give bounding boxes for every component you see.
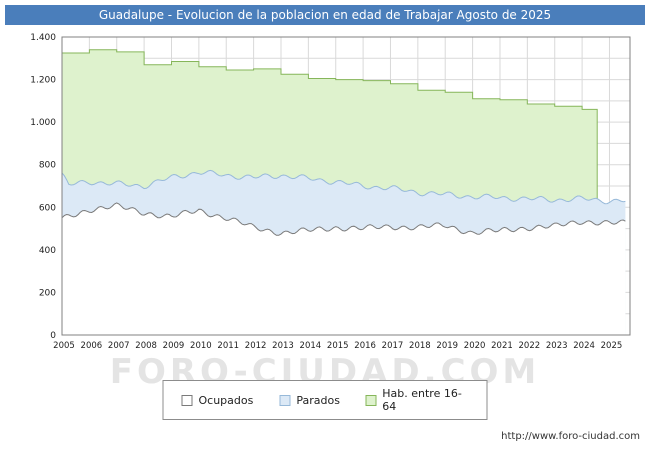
svg-text:400: 400 — [39, 246, 56, 256]
svg-text:2011: 2011 — [217, 341, 239, 351]
svg-text:2007: 2007 — [108, 341, 130, 351]
svg-text:2016: 2016 — [354, 341, 376, 351]
svg-text:2012: 2012 — [245, 341, 267, 351]
legend-item-ocupados: Ocupados — [181, 393, 254, 407]
svg-text:2005: 2005 — [53, 341, 75, 351]
svg-text:2022: 2022 — [519, 341, 541, 351]
svg-text:2017: 2017 — [382, 341, 404, 351]
chart-legend: Ocupados Parados Hab. entre 16-64 — [162, 380, 488, 420]
svg-text:2018: 2018 — [409, 341, 431, 351]
svg-text:2021: 2021 — [491, 341, 513, 351]
svg-text:2020: 2020 — [464, 341, 486, 351]
legend-label-ocupados: Ocupados — [198, 393, 254, 407]
svg-text:2013: 2013 — [272, 341, 294, 351]
population-area-chart: 0 200 400 600 800 1.000 1.200 1.400 2005 2006 2007… — [30, 33, 631, 351]
legend-label-parados: Parados — [296, 393, 340, 407]
svg-text:2010: 2010 — [190, 341, 212, 351]
svg-text:2006: 2006 — [81, 341, 103, 351]
svg-text:800: 800 — [39, 161, 56, 171]
svg-text:1.400: 1.400 — [30, 33, 56, 43]
svg-text:1.000: 1.000 — [30, 118, 56, 128]
legend-item-hab: Hab. entre 16-64 — [365, 387, 469, 413]
chart-title-bar: Guadalupe - Evolucion de la poblacion en… — [5, 5, 645, 25]
svg-text:2014: 2014 — [300, 341, 322, 351]
svg-text:1.200: 1.200 — [30, 76, 56, 86]
legend-item-parados: Parados — [279, 394, 340, 407]
ocupados-swatch-icon — [181, 394, 193, 406]
footer-url-link[interactable]: http://www.foro-ciudad.com — [501, 431, 640, 442]
svg-text:2009: 2009 — [163, 341, 185, 351]
svg-text:2023: 2023 — [546, 341, 568, 351]
legend-label-hab: Hab. entre 16-64 — [382, 387, 462, 413]
svg-text:0: 0 — [50, 331, 56, 341]
svg-text:2019: 2019 — [436, 341, 458, 351]
svg-text:2008: 2008 — [135, 341, 157, 351]
svg-text:2015: 2015 — [327, 341, 349, 351]
svg-text:2024: 2024 — [573, 341, 595, 351]
svg-text:600: 600 — [39, 203, 56, 213]
svg-text:2025: 2025 — [601, 341, 623, 351]
svg-text:200: 200 — [39, 288, 56, 298]
parados-swatch-icon — [279, 394, 291, 406]
hab-16-64-swatch-icon — [365, 394, 377, 406]
